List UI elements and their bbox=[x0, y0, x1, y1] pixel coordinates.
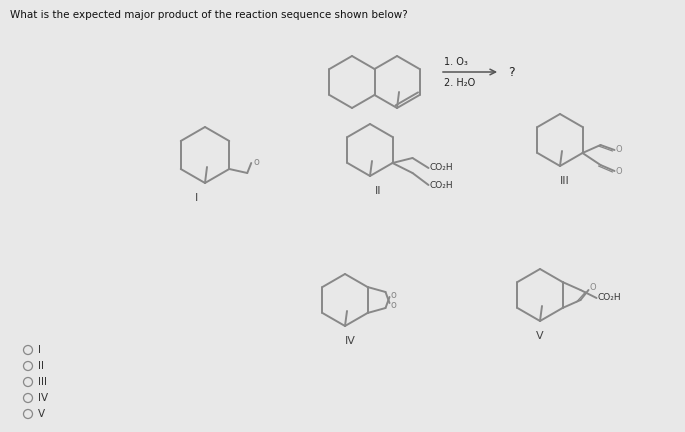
Text: III: III bbox=[38, 377, 47, 387]
Text: II: II bbox=[375, 186, 382, 196]
Text: O: O bbox=[616, 168, 622, 177]
Text: V: V bbox=[38, 409, 45, 419]
Text: 2. H₂O: 2. H₂O bbox=[444, 78, 475, 88]
Text: IV: IV bbox=[345, 336, 356, 346]
Text: I: I bbox=[38, 345, 41, 355]
Text: IV: IV bbox=[38, 393, 48, 403]
Text: I: I bbox=[195, 193, 199, 203]
Text: o: o bbox=[253, 157, 259, 167]
Text: CO₂H: CO₂H bbox=[597, 293, 621, 302]
Text: O: O bbox=[616, 144, 622, 153]
Text: ?: ? bbox=[508, 66, 514, 79]
Text: O: O bbox=[590, 283, 596, 292]
Text: o: o bbox=[390, 290, 397, 300]
Text: o: o bbox=[390, 300, 397, 310]
Text: CO₂H: CO₂H bbox=[429, 181, 453, 190]
Text: III: III bbox=[560, 176, 570, 186]
Text: CO₂H: CO₂H bbox=[429, 163, 453, 172]
Text: 1. O₃: 1. O₃ bbox=[444, 57, 468, 67]
Text: V: V bbox=[536, 331, 544, 341]
Text: What is the expected major product of the reaction sequence shown below?: What is the expected major product of th… bbox=[10, 10, 408, 20]
Text: II: II bbox=[38, 361, 44, 371]
